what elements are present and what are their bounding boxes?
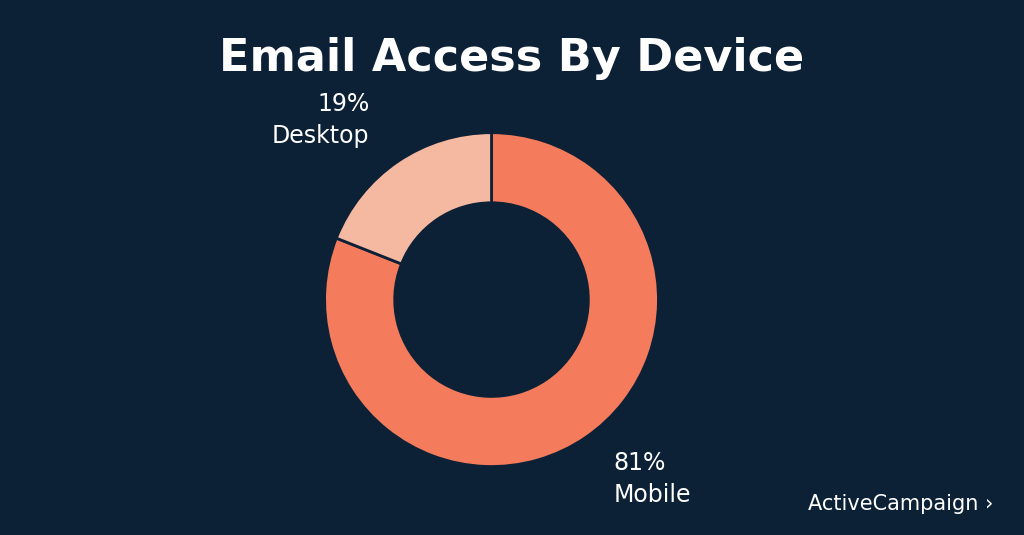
Text: 81%
Mobile: 81% Mobile [613, 452, 691, 507]
Text: Email Access By Device: Email Access By Device [219, 37, 805, 80]
Text: 19%
Desktop: 19% Desktop [272, 93, 370, 148]
Text: ActiveCampaign ›: ActiveCampaign › [808, 494, 993, 514]
Wedge shape [336, 133, 492, 264]
Wedge shape [325, 133, 658, 467]
